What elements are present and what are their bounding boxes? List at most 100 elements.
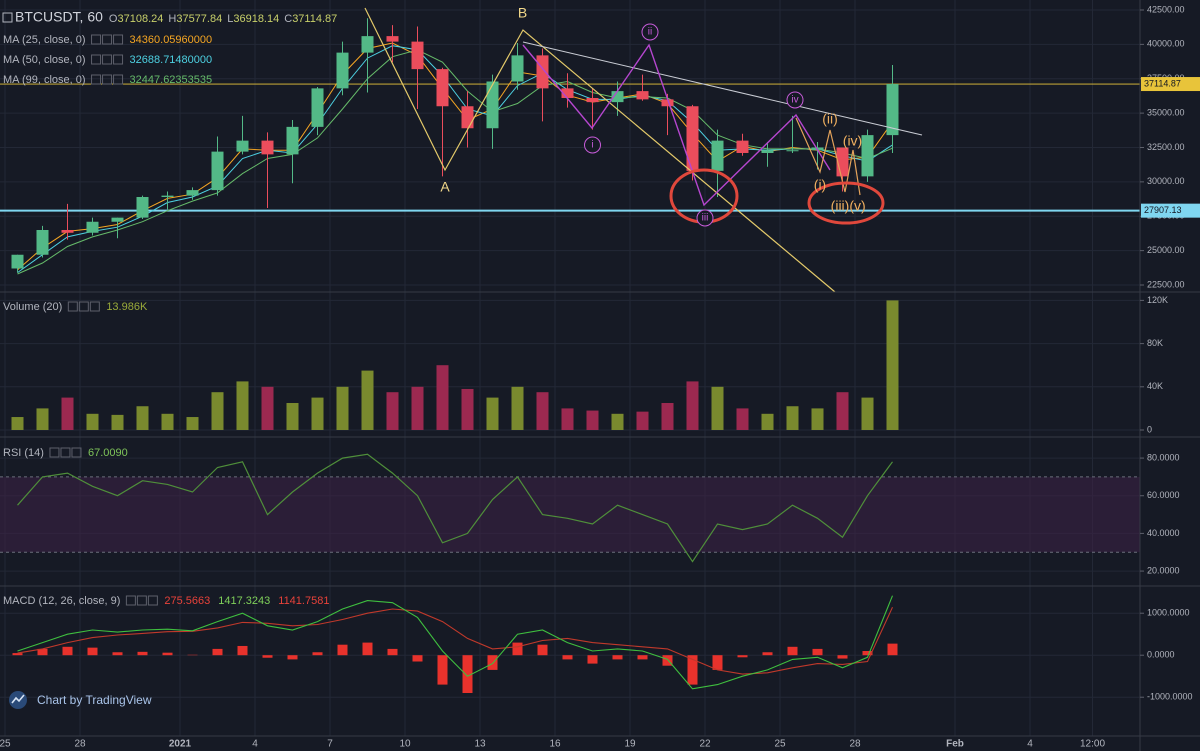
candle-body xyxy=(461,106,474,129)
macd-histogram-bar xyxy=(487,655,498,670)
macd-histogram-bar xyxy=(862,651,873,656)
volume-bar xyxy=(836,392,849,430)
candle-body xyxy=(361,36,374,53)
legend-icon xyxy=(89,301,100,312)
macd-histogram-bar xyxy=(112,652,123,656)
legend-value: 32688.71480000 xyxy=(130,54,213,66)
candle-body xyxy=(186,190,199,196)
x-tick-label: 28 xyxy=(74,739,86,750)
wave-label: iii xyxy=(702,213,709,224)
candle-body xyxy=(86,221,99,233)
abc-trendline xyxy=(364,7,836,293)
macd-histogram-bar xyxy=(137,651,148,656)
collapse-icon xyxy=(2,12,13,23)
candle-body xyxy=(686,106,699,171)
macd-histogram-bar xyxy=(512,642,523,656)
macd-histogram-bar xyxy=(212,648,223,656)
candle-body xyxy=(336,52,349,89)
ohlc-value: 37108.24 xyxy=(117,13,163,25)
legend-value: 34360.05960000 xyxy=(130,34,213,46)
y-tick-label: 40000.00 xyxy=(1147,39,1185,49)
candle-body xyxy=(511,55,524,82)
legend-value: 1141.7581 xyxy=(278,595,329,607)
volume-bar xyxy=(336,386,349,430)
candle-body xyxy=(636,91,649,100)
volume-bar xyxy=(511,386,524,430)
macd-histogram-bar xyxy=(287,655,298,660)
legend-icon xyxy=(91,74,102,85)
candle-body xyxy=(261,140,274,155)
macd-histogram-bar xyxy=(612,655,623,660)
volume-bar xyxy=(761,413,774,430)
volume-bar xyxy=(586,410,599,430)
y-tick-label: 32500.00 xyxy=(1147,142,1185,152)
legend-value: 1417.3243 xyxy=(218,595,270,607)
macd-histogram-bar xyxy=(887,643,898,656)
ohlc-label: C xyxy=(284,13,292,25)
x-tick-label: 28 xyxy=(849,739,861,750)
volume-bar xyxy=(386,392,399,430)
macd-histogram-bar xyxy=(12,653,23,656)
x-tick-label: 4 xyxy=(252,739,258,750)
wave-label-circle xyxy=(641,23,659,41)
legend-icon xyxy=(91,34,102,45)
legend-icon xyxy=(102,74,113,85)
macd-histogram-bar xyxy=(362,642,373,656)
legend-icon xyxy=(113,74,124,85)
macd-histogram-bar xyxy=(762,652,773,656)
volume-bar xyxy=(611,413,624,430)
volume-bar xyxy=(786,406,799,430)
volume-bar xyxy=(111,414,124,430)
candle-body xyxy=(761,150,774,153)
macd-histogram-bar xyxy=(562,655,573,660)
signal-line xyxy=(17,606,893,675)
macd-histogram-bar xyxy=(337,644,348,656)
macd-line xyxy=(17,595,894,690)
volume-bar xyxy=(736,408,749,430)
volume-bar xyxy=(636,411,649,430)
volume-bar xyxy=(486,397,499,430)
macd-histogram-bar xyxy=(537,644,548,656)
volume-bar xyxy=(236,381,249,430)
legend-icon xyxy=(136,595,147,606)
candle-body xyxy=(661,99,674,107)
y-tick-label: 120K xyxy=(1147,295,1168,305)
volume-bar xyxy=(311,397,324,430)
candle-body xyxy=(886,84,899,136)
volume-bar xyxy=(811,408,824,430)
y-tick-label: 20.0000 xyxy=(1147,565,1180,575)
x-tick-label: 7 xyxy=(327,739,333,750)
candle-body xyxy=(486,81,499,129)
candle-body xyxy=(111,217,124,222)
candle-body xyxy=(311,88,324,127)
candle-body xyxy=(786,150,799,152)
x-tick-label: 25 xyxy=(774,739,786,750)
candle-body xyxy=(411,41,424,70)
ohlc-label: L xyxy=(227,13,233,25)
volume-bar xyxy=(361,370,374,430)
candle-body xyxy=(736,140,749,153)
legend-icon xyxy=(102,34,113,45)
legend-icon xyxy=(60,447,71,458)
macd-histogram-bar xyxy=(87,647,98,656)
subwave-zigzag xyxy=(795,117,861,196)
legend-icon xyxy=(147,595,158,606)
y-tick-label: 0 xyxy=(1147,424,1152,434)
legend-icon xyxy=(78,301,89,312)
legend-icon xyxy=(71,447,82,458)
candle-body xyxy=(136,196,149,218)
y-tick-label: 30000.00 xyxy=(1147,176,1185,186)
y-tick-label: 80.0000 xyxy=(1147,452,1180,462)
volume-bar xyxy=(61,397,74,430)
candle-body xyxy=(586,97,599,103)
wave-label: i xyxy=(591,140,593,151)
macd-histogram-bar xyxy=(462,655,473,693)
volume-bar xyxy=(686,381,699,430)
ohlc-value: 37114.87 xyxy=(292,13,337,25)
wave-label: (ii) xyxy=(822,111,838,127)
wave-label: (iii) xyxy=(831,198,850,214)
legend-value: 275.5663 xyxy=(164,595,210,607)
x-tick-label: 22 xyxy=(699,739,711,750)
ohlc-label: H xyxy=(168,13,176,25)
